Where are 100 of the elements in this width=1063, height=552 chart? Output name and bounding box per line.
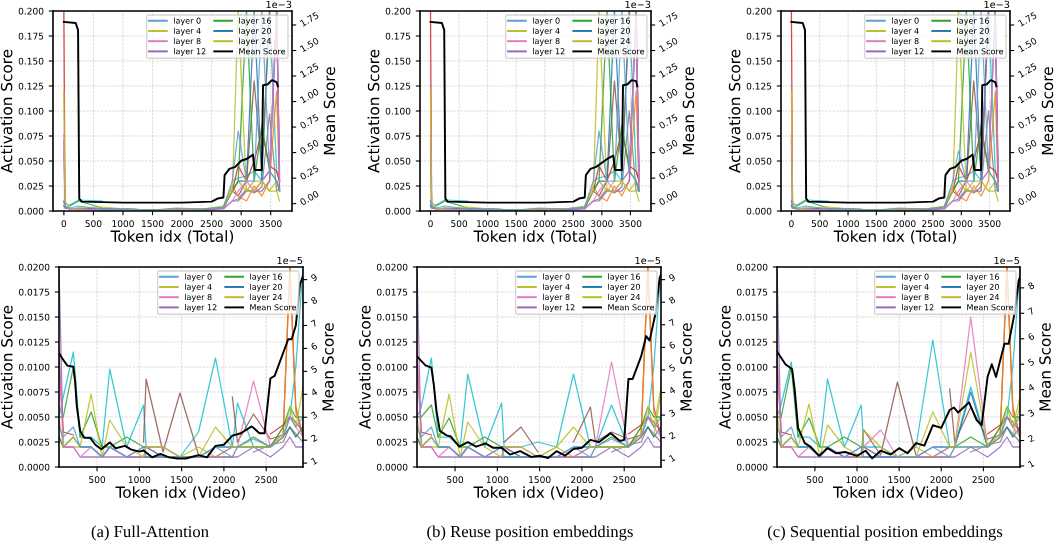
y2-tick-label: 5	[1027, 358, 1035, 367]
y-tick-label: 0.0200	[376, 263, 408, 271]
y-tick-label: 0.050	[746, 157, 772, 165]
y-tick-label: 0.0150	[736, 313, 768, 321]
x-axis-title: Token idx (Total)	[110, 230, 234, 244]
legend-label: layer 4	[543, 283, 570, 292]
y2-tick-label: 1.50	[1017, 37, 1038, 53]
y-tick-label: 0.0025	[18, 438, 50, 446]
x-axis-title: Token idx (Video)	[833, 486, 963, 500]
y2-tick-label: 0.00	[1017, 190, 1038, 206]
y2-axis-title: Mean Score	[1039, 323, 1051, 411]
y-tick-label: 0.050	[18, 157, 44, 165]
y2-tick-label: 0.00	[299, 190, 320, 206]
legend-label: Mean Score	[598, 48, 645, 55]
y-axis-title: Activation Score	[0, 305, 13, 429]
text: 1e−5	[277, 256, 303, 265]
text: (c) Sequential position embeddings	[767, 525, 1003, 541]
y2-tick-label: 6	[668, 341, 676, 350]
y-tick-label: 0.050	[385, 157, 411, 165]
legend-label: layer 24	[608, 293, 641, 302]
y-tick-label: 0.0200	[736, 263, 768, 271]
y2-axis-title: Mean Score	[323, 67, 336, 155]
y-tick-label: 0.025	[746, 182, 772, 190]
y-tick-label: 0.075	[18, 132, 44, 140]
y2-tick-label: 4	[668, 386, 676, 395]
y2-tick-label: 8	[310, 296, 318, 305]
x-tick-label: 2000	[171, 220, 193, 228]
x-tick-label: 1000	[128, 476, 151, 484]
legend-label: layer 8	[533, 37, 560, 46]
x-axis-title: Token idx (Total)	[833, 230, 957, 244]
x-tick-label: 0	[789, 220, 794, 228]
y2-tick-label: 1.50	[658, 37, 679, 53]
y-tick-label: 0.200	[385, 7, 411, 15]
legend-label: layer 0	[543, 273, 570, 282]
y2-tick-label: 1.00	[299, 88, 320, 104]
y2-tick-label: 0.75	[658, 113, 679, 130]
y-tick-label: 0.0050	[18, 413, 50, 421]
y2-tick-label: 6	[1027, 332, 1035, 341]
y2-tick-label: 9	[668, 273, 676, 282]
y2-tick-label: 0.25	[299, 164, 320, 181]
legend-label: layer 12	[185, 304, 217, 312]
y-tick-label: 0.0175	[736, 288, 768, 296]
legend-label: layer 20	[598, 27, 630, 36]
legend-label: layer 0	[185, 273, 212, 282]
x-axis-title: Token idx (Video)	[115, 486, 246, 500]
legend-label: layer 4	[902, 283, 929, 292]
x-tick-label: 1500	[888, 476, 911, 484]
legend-label: layer 20	[608, 283, 640, 292]
y2-tick-label: 1	[668, 454, 676, 462]
x-tick-label: 500	[447, 476, 464, 484]
y-tick-label: 0.000	[18, 207, 44, 215]
legend-label: layer 16	[957, 17, 989, 26]
y2-tick-label: 1	[310, 457, 318, 465]
y2-axis-title: Mean Score	[1041, 67, 1054, 155]
legend-label: layer 20	[957, 27, 989, 36]
legend-label: layer 24	[250, 293, 283, 302]
legend-label: layer 0	[892, 17, 919, 26]
legend-label: layer 12	[174, 48, 206, 56]
legend-label: layer 4	[174, 27, 201, 36]
legend-label: layer 16	[250, 273, 282, 282]
y-tick-label: 0.0150	[18, 313, 50, 321]
y2-tick-label: 1	[1027, 459, 1035, 468]
y2-tick-label: 2	[310, 434, 318, 442]
x-tick-label: 2500	[922, 220, 944, 228]
legend-label: layer 16	[598, 17, 630, 26]
y-tick-label: 0.0100	[736, 363, 768, 371]
y2-tick-label: 8	[668, 296, 676, 305]
legend-label: layer 8	[185, 293, 212, 302]
x-tick-label: 500	[806, 476, 823, 484]
y-tick-label: 0.075	[746, 132, 772, 140]
y2-tick-label: 5	[310, 365, 318, 374]
text: 1e−3	[984, 0, 1010, 9]
text: 1e−3	[625, 0, 651, 9]
x-axis-title: Token idx (Video)	[473, 486, 604, 500]
x-tick-label: 3500	[619, 220, 642, 228]
x-tick-label: 3500	[259, 220, 282, 228]
y-tick-label: 0.075	[385, 132, 411, 140]
legend-label: layer 12	[892, 48, 924, 56]
legend-label: layer 24	[957, 37, 990, 46]
legend-label: layer 12	[902, 304, 934, 312]
y2-tick-label: 3	[668, 408, 676, 418]
y-tick-label: 0.175	[746, 32, 772, 40]
y2-tick-label: 5	[668, 363, 676, 372]
x-tick-label: 2000	[930, 476, 953, 484]
x-tick-label: 500	[451, 220, 468, 228]
y-tick-label: 0.0125	[376, 338, 408, 346]
x-tick-label: 2000	[571, 476, 593, 484]
text: (a) Full-Attention	[91, 525, 209, 541]
y2-tick-label: 1.75	[658, 11, 679, 27]
y2-tick-label: 1.75	[299, 11, 320, 27]
legend-label: layer 20	[250, 283, 282, 292]
x-tick-label: 3500	[978, 220, 1001, 228]
legend-label: layer 8	[543, 293, 570, 302]
y-tick-label: 0.0075	[18, 388, 50, 396]
legend-label: layer 0	[533, 17, 560, 26]
y2-tick-label: 0.00	[658, 190, 679, 206]
x-tick-label: 1500	[865, 220, 888, 228]
x-tick-label: 2500	[613, 476, 636, 484]
x-axis-title: Token idx (Total)	[473, 230, 597, 244]
y-axis-title: Activation Score	[367, 49, 380, 173]
